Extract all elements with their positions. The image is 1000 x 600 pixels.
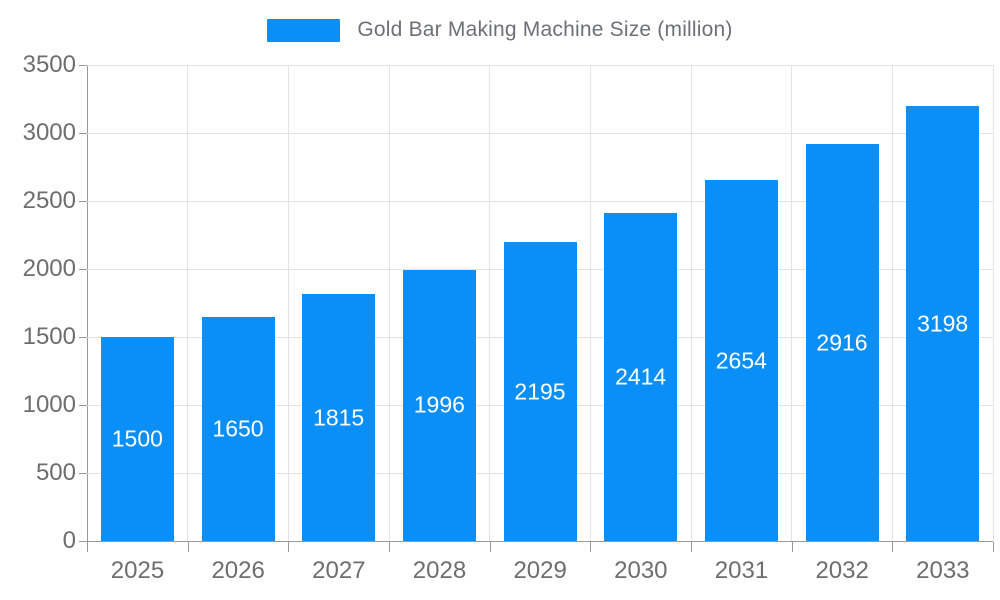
v-gridline [690, 65, 692, 541]
bar-value-label: 1500 [111, 425, 163, 452]
bar-value-label: 1815 [313, 404, 365, 431]
x-axis-tick [892, 542, 894, 552]
bar-value-label: 1650 [212, 415, 264, 442]
bar-value-label: 1996 [413, 391, 465, 418]
y-axis-label: 0 [62, 527, 76, 554]
x-axis-label: 2031 [714, 557, 769, 584]
bar-2029[interactable]: 2195 [503, 242, 577, 541]
y-axis-line [87, 65, 88, 552]
x-axis-tick [187, 542, 189, 552]
h-gridline [87, 200, 993, 202]
x-axis-label: 2028 [412, 557, 467, 584]
bar-value-label: 2414 [615, 363, 667, 390]
y-axis-tick [79, 269, 87, 270]
chart-legend[interactable]: Gold Bar Making Machine Size (million) [0, 18, 1000, 42]
v-gridline [992, 65, 994, 541]
bar-value-label: 2195 [514, 378, 566, 405]
x-axis-line [79, 541, 993, 542]
y-axis-label: 1000 [22, 391, 76, 418]
v-gridline [589, 65, 591, 541]
x-axis-tick [489, 542, 491, 552]
y-axis-label: 1500 [22, 323, 76, 350]
v-gridline [489, 65, 491, 541]
y-axis-tick [79, 337, 87, 338]
y-axis-tick [79, 65, 87, 66]
bar-2032[interactable]: 2916 [805, 144, 879, 541]
bar-2027[interactable]: 1815 [302, 294, 376, 541]
bar-2031[interactable]: 2654 [704, 180, 778, 541]
v-gridline [791, 65, 793, 541]
legend-swatch-icon [267, 18, 341, 42]
y-axis-tick [79, 201, 87, 202]
v-gridline [891, 65, 893, 541]
x-axis-label: 2025 [110, 557, 165, 584]
y-axis-label: 3000 [22, 119, 76, 146]
x-axis-label: 2029 [513, 557, 567, 584]
x-axis-label: 2027 [312, 557, 366, 584]
x-axis-label: 2026 [211, 557, 265, 584]
x-axis-label: 2030 [614, 557, 668, 584]
legend-label: Gold Bar Making Machine Size (million) [357, 18, 733, 41]
bar-2033[interactable]: 3198 [906, 106, 980, 541]
x-axis-tick [691, 542, 692, 552]
y-axis-tick [79, 541, 87, 542]
y-axis-label: 2000 [22, 255, 76, 282]
x-axis-tick [288, 542, 290, 552]
x-axis-tick [389, 542, 390, 552]
h-gridline [87, 132, 993, 134]
h-gridline [87, 64, 993, 66]
y-axis-label: 3500 [22, 51, 76, 78]
x-axis-tick [590, 542, 592, 552]
v-gridline [287, 65, 289, 541]
bar-2030[interactable]: 2414 [604, 212, 678, 541]
bar-value-label: 2916 [816, 329, 868, 356]
plot-area: 1500 1650 1815 1996 2195 2414 2654 2916 3198 [87, 64, 994, 541]
bar-2026[interactable]: 1650 [201, 316, 275, 541]
y-axis-tick [79, 473, 87, 474]
v-gridline [388, 65, 390, 541]
bar-2028[interactable]: 1996 [402, 269, 476, 541]
x-axis-tick [791, 542, 793, 552]
bar-2025[interactable]: 1500 [100, 337, 174, 541]
v-gridline [187, 65, 189, 541]
x-axis-tick [993, 542, 994, 552]
x-axis-tick [87, 542, 88, 552]
y-axis-label: 500 [35, 459, 76, 486]
y-axis-label: 2500 [22, 187, 76, 214]
x-axis-label: 2032 [815, 557, 869, 584]
bar-value-label: 3198 [917, 310, 969, 337]
bar-value-label: 2654 [715, 347, 767, 374]
x-axis-label: 2033 [916, 557, 970, 584]
y-axis-tick [79, 133, 87, 134]
y-axis-tick [79, 405, 87, 406]
